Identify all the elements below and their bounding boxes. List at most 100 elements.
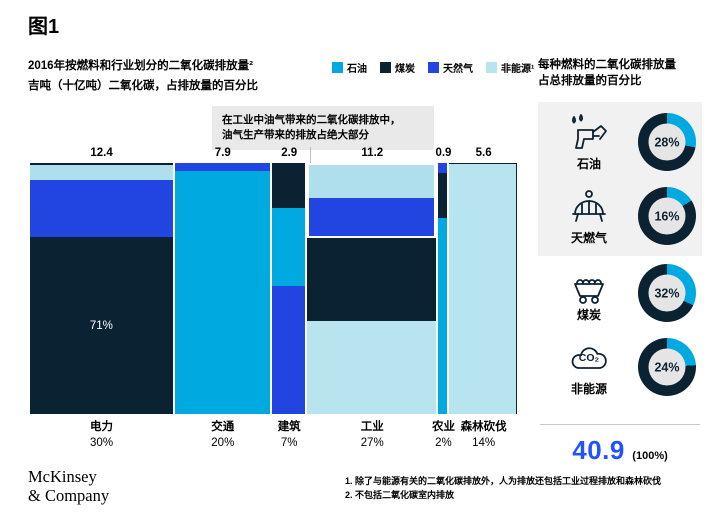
column-label-交通: 交通 20% [211,421,235,449]
column-totals-row: 12.4 7.9 2.9 11.2 0.9 5.6 [30,147,517,161]
footnotes: 1. 除了与能源有关的二氧化碳排放外，人为排放还包括工业过程排放和森林砍伐 2.… [345,475,703,503]
segment-工业-天然气 [307,198,436,239]
column-label-农业: 农业 2% [431,421,455,449]
annotation-connector-line [310,147,311,163]
oil-donut: 28% [638,113,696,172]
logo-line-1: McKinsey [28,467,97,486]
mekko-column-电力: 71% [30,163,173,414]
fuel-row-non-energy: CO₂ 非能源 24% [538,330,702,404]
column-label-电力: 电力 30% [90,421,114,449]
fuel-coal: 煤炭 [550,263,628,323]
legend-item-non-energy: 非能源¹ [486,60,534,75]
fuel-label-coal: 煤炭 [576,308,601,323]
column-labels-row: 电力 30% 交通 20% 建筑 7% 工业 27% 农业 2% 森林砍伐 14% [30,420,517,452]
fuel-label-gas: 天燃气 [570,231,607,246]
legend-label-gas: 天然气 [443,64,473,75]
segment-交通-石油 [174,170,270,414]
column-label-建筑: 建筑 7% [277,421,301,449]
footnote-1: 1. 除了与能源有关的二氧化碳排放外，人为排放还包括工业过程排放和森林砍伐 [345,476,662,486]
non-energy-donut: 24% [638,338,696,397]
segment-value-label: 71% [89,319,113,332]
segment-建筑-天然气 [272,285,306,414]
mekko-chart: 71% [30,163,517,414]
mekko-column-农业 [437,163,448,414]
oil-gas-gray-box: 石油 28% [538,102,702,257]
total-value: 40.9 [572,435,625,466]
coal-donut: 32% [638,264,696,323]
co2-cloud-icon: CO₂ [565,337,613,379]
segment-电力-石油 [30,165,173,180]
non-energy-donut-value: 24% [648,348,686,386]
legend-label-coal: 煤炭 [395,64,415,75]
panel-title-line-2: 占总排放量的百分比 [538,75,642,88]
segment-交通-天然气 [174,163,270,171]
annotation-line-1: 在工业中油气带来的二氧化碳排放中， [222,114,401,126]
gas-burner-icon [565,186,613,228]
industry-oil-gas-annotation: 在工业中油气带来的二氧化碳排放中， 油气生产带来的排放占绝大部分 [212,106,434,151]
panel-title: 每种燃料的二氧化碳排放量 占总排放量的百分比 [538,57,702,89]
column-label-工业: 工业 27% [360,421,384,449]
oil-donut-value: 28% [648,123,686,161]
mekko-column-森林砍伐 [449,163,517,414]
column-total-工业: 11.2 [361,147,384,159]
mekko-column-建筑 [272,163,306,414]
fuel-label-oil: 石油 [576,157,601,172]
fuel-label-non-energy: 非能源 [570,382,607,397]
segment-农业-煤炭 [437,173,448,219]
panel-title-line-1: 每种燃料的二氧化碳排放量 [538,59,676,71]
total-emissions: 40.9 (100%) [538,435,702,466]
segment-森林砍伐-非能源 [449,164,516,414]
column-total-建筑: 2.9 [281,147,298,159]
annotation-line-2: 油气生产带来的排放占绝大部分 [222,129,369,142]
oil-swatch [332,62,343,73]
legend-item-coal: 煤炭 [380,60,415,75]
column-total-电力: 12.4 [90,147,113,159]
segment-电力-煤炭: 71% [30,237,173,414]
coal-swatch [380,62,391,73]
segment-农业-石油 [437,218,448,414]
chart-title: 2016年按燃料和行业划分的二氧化碳排放量² [28,60,253,72]
legend-label-oil: 石油 [347,64,367,75]
figure-label: 图1 [28,16,60,38]
legend: 石油 煤炭 天然气 非能源¹ [332,60,534,75]
column-total-交通: 7.9 [214,147,231,159]
co2-icon-text: CO₂ [578,352,600,365]
column-total-森林砍伐: 5.6 [475,147,492,159]
segment-工业-煤炭 [307,238,436,322]
fuel-share-panel: 每种燃料的二氧化碳排放量 占总排放量的百分比 石油 [538,57,702,466]
segment-建筑-石油 [272,208,306,286]
segment-电力-天然气 [30,179,173,238]
footnote-2: 2. 不包括二氧化碳室内排放 [345,489,455,500]
chart-subtitle: 吉吨（十亿吨）二氧化碳，占排放量的百分比 [28,80,258,92]
coal-donut-value: 32% [648,274,686,312]
gas-donut-value: 16% [648,197,686,235]
fuel-row-oil: 石油 28% [538,105,702,179]
chart-header: 2016年按燃料和行业划分的二氧化碳排放量² 吉吨（十亿吨）二氧化碳，占排放量的… [28,57,328,93]
fuel-pump-icon [565,112,613,154]
non-energy-swatch [486,62,497,73]
total-suffix: (100%) [632,450,668,463]
fuel-gas: 天燃气 [550,186,628,246]
gas-donut: 16% [638,187,696,246]
gas-swatch [428,62,439,73]
fuel-oil: 石油 [550,112,628,172]
column-label-森林砍伐: 森林砍伐 14% [460,421,507,449]
column-total-农业: 0.9 [435,147,452,159]
legend-item-oil: 石油 [332,60,367,75]
fuel-row-coal: 煤炭 32% [538,256,702,330]
segment-工业-石油 [307,163,436,199]
mekko-column-工业 [307,163,436,414]
logo-line-2: & Company [28,485,110,505]
legend-item-gas: 天然气 [428,60,473,75]
fuel-non-energy: CO₂ 非能源 [550,337,628,397]
legend-label-non-energy: 非能源¹ [501,64,535,75]
fuel-row-gas: 天燃气 16% [538,179,702,253]
segment-农业-天然气 [437,163,448,174]
mekko-column-交通 [174,163,270,414]
mckinsey-logo: McKinsey & Company [28,467,110,506]
segment-建筑-煤炭 [272,163,306,209]
panel-divider [540,424,700,426]
segment-工业-非能源 [307,321,436,414]
coal-cart-icon [565,263,613,305]
